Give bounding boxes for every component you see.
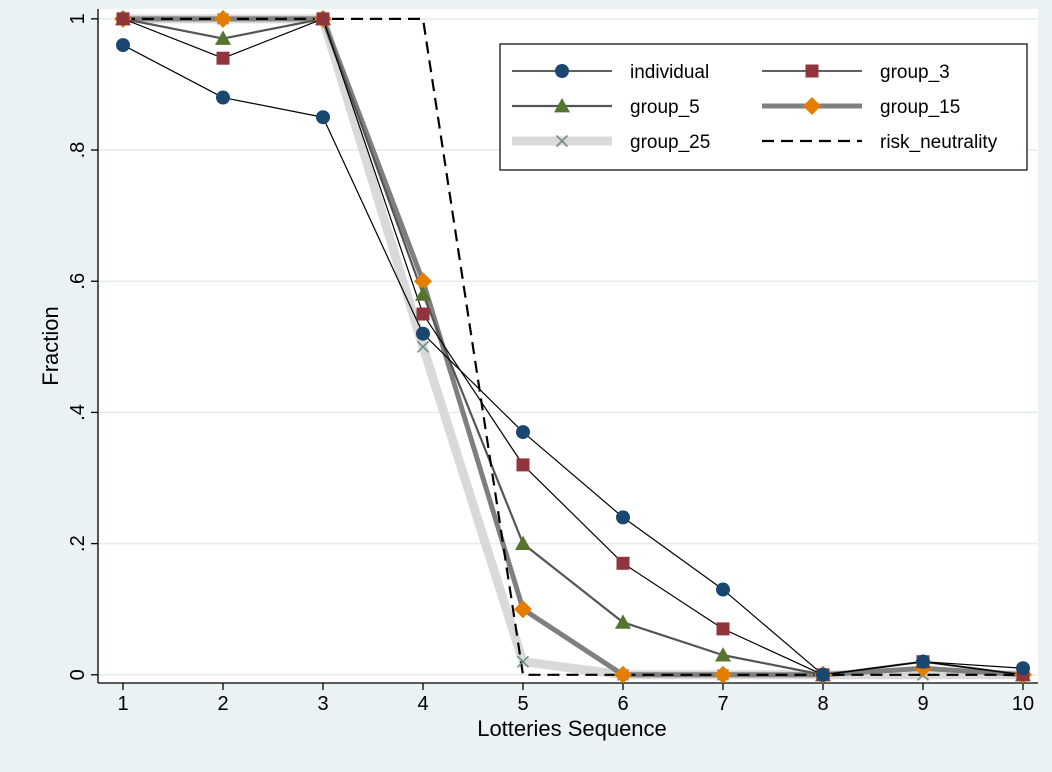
point-group_15 [414,272,432,291]
point-group_3 [716,622,730,636]
series-line-group_15 [123,16,1024,678]
point-group_25 [416,340,430,353]
point-individual [116,38,130,53]
point-individual [1016,661,1030,676]
point-group_3 [116,12,130,26]
y-tick-label: 0 [67,669,89,680]
point-group_3 [216,51,230,65]
axes: 1 2 3 4 5 6 7 8 9 10 0 .2 .4 .6 .8 1 [67,9,1038,715]
legend-label-individual: individual [630,62,709,83]
point-group_5 [415,286,431,301]
series-layer [114,9,1032,684]
point-individual [416,326,430,341]
legend-label-group_25: group_25 [630,132,710,153]
legend-key-marker-group_5 [554,98,570,113]
legend: individual group_3 group_5 group_15 group_25… [499,43,1028,171]
point-individual [816,667,830,682]
gridlines [98,18,1038,676]
x-tick-label: 1 [117,693,128,715]
x-tick-label: 5 [517,693,528,715]
legend-key-marker-group_3 [805,64,819,78]
x-tick-label: 4 [417,693,428,715]
x-tick-label: 6 [617,693,628,715]
point-group_3 [416,307,430,321]
y-tick-label: 1 [67,13,89,24]
point-group_3 [616,556,630,570]
legend-key-marker-individual [555,64,569,78]
legend-label-group_3: group_3 [880,62,950,83]
x-tick-label: 8 [817,693,828,715]
x-tick-label: 7 [717,693,728,715]
point-individual [716,582,730,597]
x-axis-title: Lotteries Sequence [477,716,667,741]
y-tick-label: .4 [67,404,89,421]
y-tick-label: .6 [67,273,89,290]
point-group_3 [316,12,330,26]
point-individual [316,110,330,125]
point-group_5 [615,614,631,629]
x-tick-label: 2 [217,693,228,715]
legend-label-group_15: group_15 [880,97,960,118]
point-individual [516,425,530,440]
x-tick-label: 10 [1012,693,1034,715]
y-axis-title: Fraction [38,306,63,385]
legend-label-risk_neutrality: risk_neutrality [880,132,998,153]
point-individual [616,510,630,525]
x-tick-label: 3 [317,693,328,715]
y-tick-label: .8 [67,142,89,159]
point-group_15 [714,665,732,684]
y-tick-label: .2 [67,535,89,552]
x-tick-label: 9 [917,693,928,715]
legend-key-marker-group_25 [555,134,569,148]
legend-key-marker-group_15 [803,97,821,115]
point-group_5 [215,30,231,45]
point-group_15 [514,600,532,619]
point-individual [916,654,930,669]
point-group_5 [715,647,731,662]
point-group_15 [214,9,232,28]
point-group_5 [515,535,531,551]
point-individual [216,90,230,105]
series-line-individual [122,44,1024,676]
point-group_15 [614,665,632,684]
legend-label-group_5: group_5 [630,97,700,118]
point-group_25 [516,655,530,668]
series-line-risk_neutrality [123,17,1023,676]
point-group_3 [516,458,530,472]
